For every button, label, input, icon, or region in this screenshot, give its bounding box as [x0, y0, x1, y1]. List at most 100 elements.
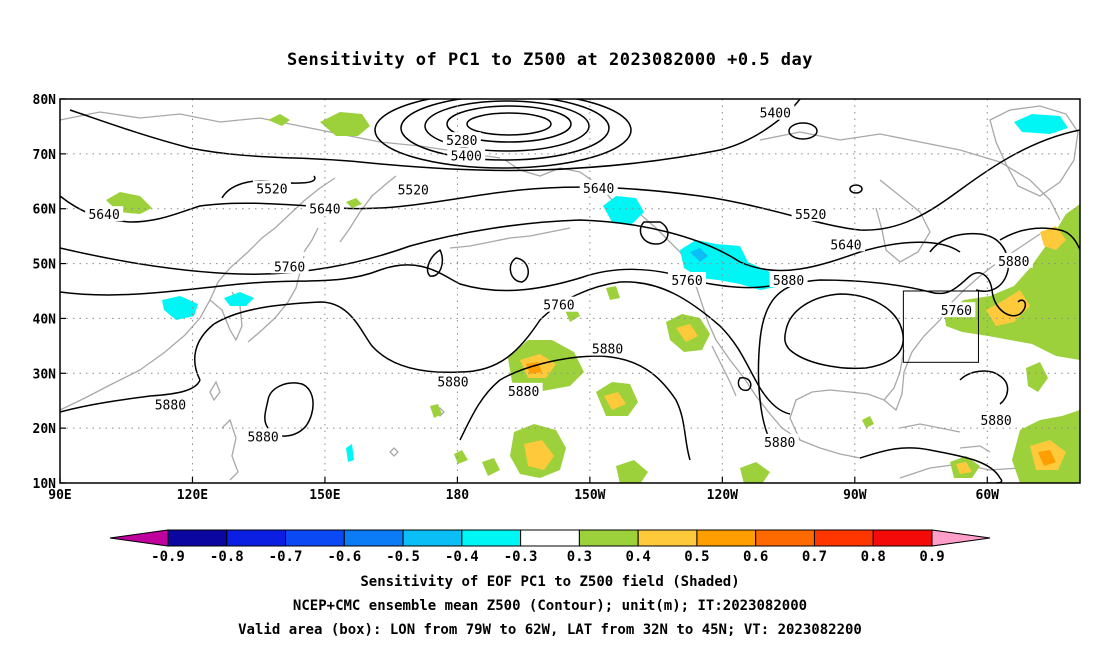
lon-label: 90E	[48, 488, 71, 503]
contour-label: 5880	[155, 399, 186, 414]
lat-label: 50N	[33, 258, 57, 273]
z500-contours	[60, 99, 1080, 483]
contour-label: 5400	[760, 107, 791, 122]
colorbar-swatch	[755, 529, 815, 547]
lon-label: 150E	[309, 488, 340, 503]
lat-label: 70N	[33, 148, 57, 163]
lat-label: 30N	[33, 367, 57, 382]
colorbar	[109, 529, 991, 547]
contour-label: 5880	[998, 255, 1029, 270]
lat-label: 20N	[33, 422, 57, 437]
contour-label-bg	[394, 181, 433, 197]
shade-patch	[454, 450, 468, 464]
contour-label-bg	[433, 373, 472, 389]
contour-label-bg	[769, 272, 808, 288]
shade-patch	[162, 296, 198, 320]
latitude-labels: 80N 70N 60N 50N 40N 30N 20N 10N	[33, 93, 66, 492]
colorbar-swatch	[343, 529, 404, 547]
contour-label-bg	[305, 200, 344, 216]
caption-shading: Sensitivity of EOF PC1 to Z500 field (Sh…	[360, 574, 740, 590]
colorbar-label: -0.3	[504, 549, 538, 565]
lon-label: 120E	[177, 488, 208, 503]
shade-patch	[862, 416, 874, 428]
contour-label: 5760	[671, 274, 702, 289]
colorbar-swatch	[637, 529, 698, 547]
colorbar-label: -0.8	[210, 549, 244, 565]
contour-label-bg	[588, 340, 627, 356]
shade-patch	[346, 444, 354, 462]
lat-label: 10N	[33, 477, 57, 492]
colorbar-swatch	[578, 529, 639, 547]
contour-label: 5760	[941, 304, 972, 319]
contour-label-bg	[442, 132, 481, 148]
contour-label-bg	[85, 206, 124, 222]
contour-label-bg	[977, 411, 1016, 427]
colorbar-swatch	[696, 529, 757, 547]
colorbar-label: 0.7	[802, 549, 827, 565]
contour-label: 5520	[795, 208, 826, 223]
contour-label-bg	[760, 433, 799, 449]
shade-patch	[320, 112, 370, 136]
shade-patch	[606, 286, 620, 300]
longitude-labels: 90E 120E 150E 180 150W 120W 90W 60W	[48, 477, 999, 503]
shade-patch	[604, 392, 626, 410]
shade-patch	[690, 248, 708, 262]
shade-patch	[524, 440, 554, 470]
contour-label: 5520	[398, 184, 429, 199]
colorbar-label: -0.6	[327, 549, 361, 565]
lon-label: 120W	[707, 488, 738, 503]
lat-label: 60N	[33, 203, 57, 218]
contour-label: 5880	[773, 274, 804, 289]
contour-label: 5880	[980, 414, 1011, 429]
shade-patch	[1038, 450, 1056, 466]
lat-label: 80N	[33, 93, 57, 108]
contour-label: 5640	[830, 238, 861, 253]
colorbar-label: 0.4	[626, 549, 651, 565]
contour-label: 5760	[543, 299, 574, 314]
contour-label-bg	[668, 272, 707, 288]
lat-label: 40N	[33, 312, 57, 327]
caption-contour: NCEP+CMC ensemble mean Z500 (Contour); u…	[292, 598, 808, 614]
colorbar-label: -0.5	[386, 549, 420, 565]
contour-label: 5400	[451, 150, 482, 165]
contour-label-bg	[244, 428, 283, 444]
colorbar-swatch	[285, 529, 345, 547]
contour-label: 5640	[309, 203, 340, 218]
shade-patch	[224, 292, 254, 306]
caption-valid-area: Valid area (box): LON from 79W to 62W, L…	[238, 622, 862, 638]
contour-label-bg	[994, 252, 1033, 268]
shade-patch	[740, 462, 770, 483]
colorbar-swatch	[402, 529, 463, 547]
colorbar-swatch	[872, 529, 933, 547]
contour-label-bg	[756, 104, 795, 120]
contour-label-bg	[270, 258, 309, 274]
lon-label: 150W	[574, 488, 605, 503]
contour-label: 5880	[508, 385, 539, 400]
contour-label: 5880	[437, 376, 468, 391]
map-frame	[59, 98, 1081, 484]
shade-patch	[346, 198, 362, 208]
colorbar-swatch	[226, 529, 287, 547]
chart-title: Sensitivity of PC1 to Z500 at 2023082000…	[286, 50, 813, 70]
colorbar-swatch	[520, 529, 580, 547]
colorbar-swatch	[813, 529, 874, 547]
colorbar-label: 0.8	[861, 549, 886, 565]
colorbar-swatch	[461, 529, 522, 547]
lon-label: 90W	[843, 488, 867, 503]
contour-label: 5280	[446, 134, 477, 149]
contour-label: 5880	[247, 430, 278, 445]
colorbar-labels: -0.9 -0.8 -0.7 -0.6 -0.5 -0.4 -0.3 0.3 0.4 0.5 0.6…	[151, 549, 945, 565]
valid-area-box	[902, 290, 979, 363]
colorbar-label: 0.6	[743, 549, 768, 565]
colorbar-swatch	[167, 529, 228, 547]
contour-label-bg	[937, 302, 976, 318]
contour-label-bg	[447, 147, 486, 163]
contour-label: 5880	[592, 343, 623, 358]
shade-patch	[944, 204, 1080, 360]
contour-label-bg	[504, 382, 543, 398]
contour-label-bg	[252, 180, 291, 196]
contour-label-bg	[826, 236, 865, 252]
shade-patch	[616, 460, 648, 483]
